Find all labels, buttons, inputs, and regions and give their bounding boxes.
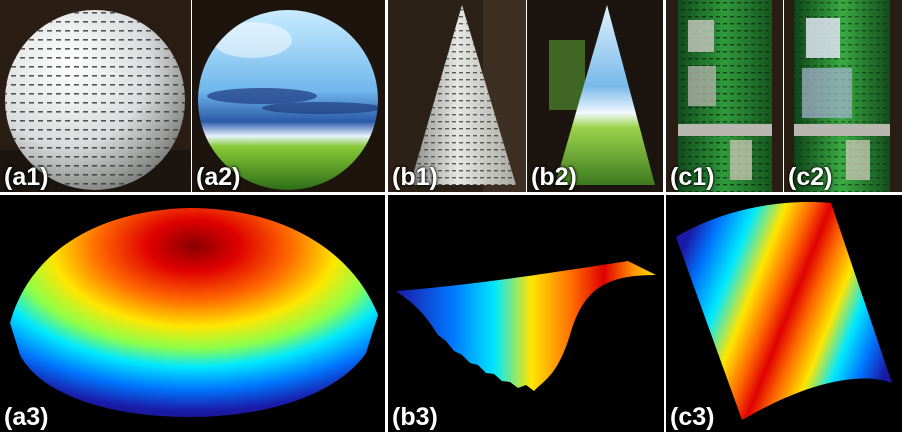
sphere-dots-photo bbox=[0, 0, 191, 192]
panel-c1: (c1) bbox=[666, 0, 783, 192]
cylinder-reconstruction bbox=[666, 195, 902, 432]
panel-a1: (a1) bbox=[0, 0, 191, 192]
panel-b1: (b1) bbox=[388, 0, 526, 192]
label-a3: (a3) bbox=[4, 403, 49, 431]
label-b1: (b1) bbox=[392, 163, 438, 191]
label-b3: (b3) bbox=[392, 403, 438, 431]
cone-dots-photo bbox=[388, 0, 526, 192]
dome-reconstruction bbox=[0, 195, 385, 432]
label-a1: (a1) bbox=[4, 163, 49, 191]
label-a2: (a2) bbox=[196, 163, 241, 191]
panel-b3: (b3) bbox=[388, 195, 664, 432]
cone-projection-photo bbox=[527, 0, 663, 192]
can-pattern-photo bbox=[666, 0, 783, 192]
panel-a3: (a3) bbox=[0, 195, 385, 432]
sphere-projection-photo bbox=[192, 0, 385, 192]
panel-a2: (a2) bbox=[192, 0, 385, 192]
panel-b2: (b2) bbox=[527, 0, 663, 192]
label-b2: (b2) bbox=[531, 163, 577, 191]
cone-reconstruction bbox=[388, 195, 664, 432]
label-c1: (c1) bbox=[670, 163, 715, 191]
label-c2: (c2) bbox=[788, 163, 833, 191]
panel-c2: (c2) bbox=[784, 0, 902, 192]
panel-c3: (c3) bbox=[666, 195, 902, 432]
can-projection-photo bbox=[784, 0, 902, 192]
label-c3: (c3) bbox=[670, 403, 715, 431]
